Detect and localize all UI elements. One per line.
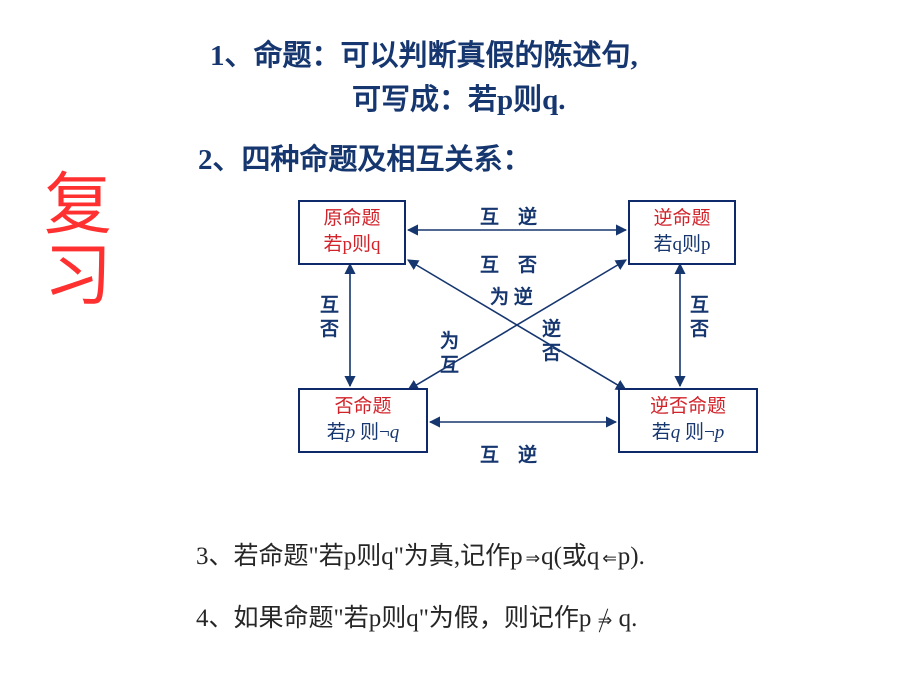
node-contrapositive-title: 逆否命题 xyxy=(630,394,746,420)
stmt4-pre: 4、如果命题"若p则q"为假，则记作p xyxy=(196,605,598,632)
vtitle-char-2: 习 xyxy=(44,241,112,312)
edge-label-mid-right: 逆 否 xyxy=(542,318,561,366)
stmt3-post: p). xyxy=(618,543,645,570)
el-ml-1: 为 xyxy=(440,330,459,354)
edge-label-bottom: 互 逆 xyxy=(480,444,537,468)
node-contrapositive-form: 若q 则¬p xyxy=(630,420,746,446)
stmt3-implied-by-icon: ⇐ xyxy=(599,548,617,568)
el-ml-2: 互 xyxy=(440,354,459,378)
vtitle-char-1: 复 xyxy=(44,170,112,241)
stmt3-pre: 3、若命题"若p则q"为真,记作p xyxy=(196,543,523,570)
edge-label-mid-wei: 为 逆 xyxy=(490,286,533,310)
neg-q: q xyxy=(390,422,400,443)
four-propositions-diagram: 原命题 若p则q 逆命题 若q则p 否命题 若p 则¬q 逆否命题 若q 则¬p… xyxy=(280,200,800,480)
vertical-title: 复 习 xyxy=(44,170,112,313)
statement-4: 4、如果命题"若p则q"为假，则记作p ⇒ q. xyxy=(196,598,637,634)
neg-mid: 则¬ xyxy=(355,422,389,443)
cinv-mid: 则¬ xyxy=(680,422,714,443)
edge-label-mid-left: 为 互 xyxy=(440,330,459,378)
cinv-q: p xyxy=(715,422,725,443)
node-original-title: 原命题 xyxy=(310,206,394,232)
heading-1-line1: 1、命题：可以判断真假的陈述句, xyxy=(210,32,638,74)
el-right-2: 否 xyxy=(690,318,709,342)
el-mr-1: 逆 xyxy=(542,318,561,342)
heading-2: 2、四种命题及相互关系： xyxy=(198,136,532,178)
edge-label-left: 互 否 xyxy=(320,294,339,342)
node-converse-title: 逆命题 xyxy=(640,206,724,232)
stmt3-mid: q(或q xyxy=(541,543,599,570)
node-negation-form: 若p 则¬q xyxy=(310,420,416,446)
el-mr-2: 否 xyxy=(542,342,561,366)
node-converse-form: 若q则p xyxy=(640,232,724,258)
stmt3-implies-icon: ⇒ xyxy=(523,548,541,568)
heading-1-line2: 可写成：若p则q. xyxy=(352,76,566,118)
cinv-p: q xyxy=(671,422,681,443)
edge-label-right: 互 否 xyxy=(690,294,709,342)
el-left-2: 否 xyxy=(320,318,339,342)
slide-root: 复 习 1、命题：可以判断真假的陈述句, 可写成：若p则q. 2、四种命题及相互… xyxy=(0,0,920,690)
node-original: 原命题 若p则q xyxy=(298,200,406,265)
node-negation: 否命题 若p 则¬q xyxy=(298,388,428,453)
el-right-1: 互 xyxy=(690,294,709,318)
stmt4-post: q. xyxy=(612,605,637,632)
neg-pre: 若 xyxy=(327,422,346,443)
node-original-form: 若p则q xyxy=(310,232,394,258)
node-converse: 逆命题 若q则p xyxy=(628,200,736,265)
el-left-1: 互 xyxy=(320,294,339,318)
edge-label-top: 互 逆 xyxy=(480,206,537,230)
neg-p: p xyxy=(346,422,356,443)
node-contrapositive: 逆否命题 若q 则¬p xyxy=(618,388,758,453)
statement-3: 3、若命题"若p则q"为真,记作p ⇒ q(或q ⇐ p). xyxy=(196,536,645,572)
edge-label-mid-top: 互 否 xyxy=(480,254,537,278)
node-negation-title: 否命题 xyxy=(310,394,416,420)
stmt4-not-implies-icon: ⇒ xyxy=(598,610,613,631)
cinv-pre: 若 xyxy=(652,422,671,443)
